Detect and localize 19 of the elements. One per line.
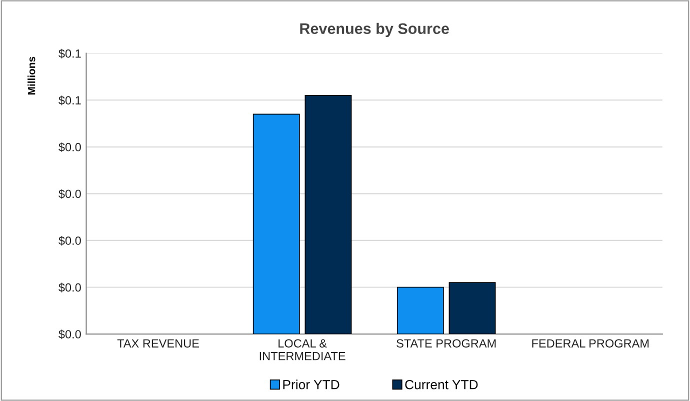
y-tick-label: $0.1 [58,96,81,106]
legend-label: Current YTD [405,380,478,390]
y-tick-label: $0.0 [58,330,81,340]
y-tick-label: $0.0 [58,236,81,246]
x-tick-label: TAX REVENUE [117,339,199,348]
y-tick-label: $0.1 [58,48,81,58]
chart-title: Revenues by Source [300,22,449,38]
bar [252,114,300,334]
x-tick-label: STATE PROGRAM [396,339,496,348]
x-tick-label: FEDERAL PROGRAM [532,339,649,348]
bar [396,286,444,334]
y-tick-label: $0.0 [58,189,81,199]
x-tick-label: LOCAL & INTERMEDIATE [260,339,346,360]
y-tick-label: $0.0 [58,282,81,292]
bar [448,282,496,334]
y-axis-title: Millions [28,56,36,94]
legend-label: Prior YTD [283,380,340,390]
y-tick-label: $0.0 [58,142,81,152]
bar [304,95,352,334]
